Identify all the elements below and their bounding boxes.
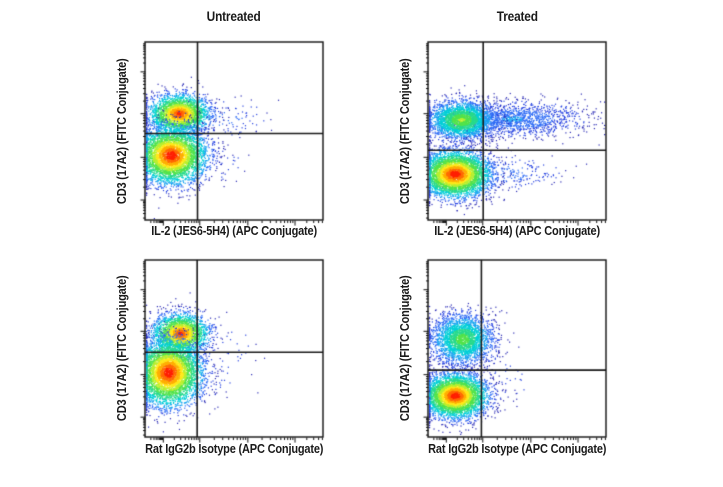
y-axis-label-untreated-isotype: CD3 (17A2) (FITC Conjugate)	[115, 275, 129, 421]
column-title-untreated: Untreated	[124, 9, 344, 24]
x-axis-label-untreated-isotype: Rat IgG2b Isotype (APC Conjugate)	[144, 442, 324, 456]
flow-plot-canvas-treated-il2	[422, 36, 612, 226]
flow-plot-canvas-untreated-isotype	[139, 254, 329, 443]
x-axis-label-untreated-il2: IL-2 (JES6-5H4) (APC Conjugate)	[151, 224, 317, 238]
flow-plot-canvas-treated-isotype	[422, 254, 612, 443]
y-axis-label-untreated-il2: CD3 (17A2) (FITC Conjugate)	[115, 58, 129, 204]
flow-plot-canvas-untreated-il2	[139, 36, 329, 226]
x-axis-label-treated-isotype: Rat IgG2b Isotype (APC Conjugate)	[427, 442, 607, 456]
column-title-treated-text: Treated	[496, 9, 538, 24]
y-axis-label-treated-isotype: CD3 (17A2) (FITC Conjugate)	[398, 275, 412, 421]
x-axis-label-treated-il2: IL-2 (JES6-5H4) (APC Conjugate)	[434, 224, 600, 238]
column-title-untreated-text: Untreated	[207, 9, 261, 24]
column-title-treated: Treated	[407, 9, 627, 24]
y-axis-label-treated-il2: CD3 (17A2) (FITC Conjugate)	[398, 58, 412, 204]
